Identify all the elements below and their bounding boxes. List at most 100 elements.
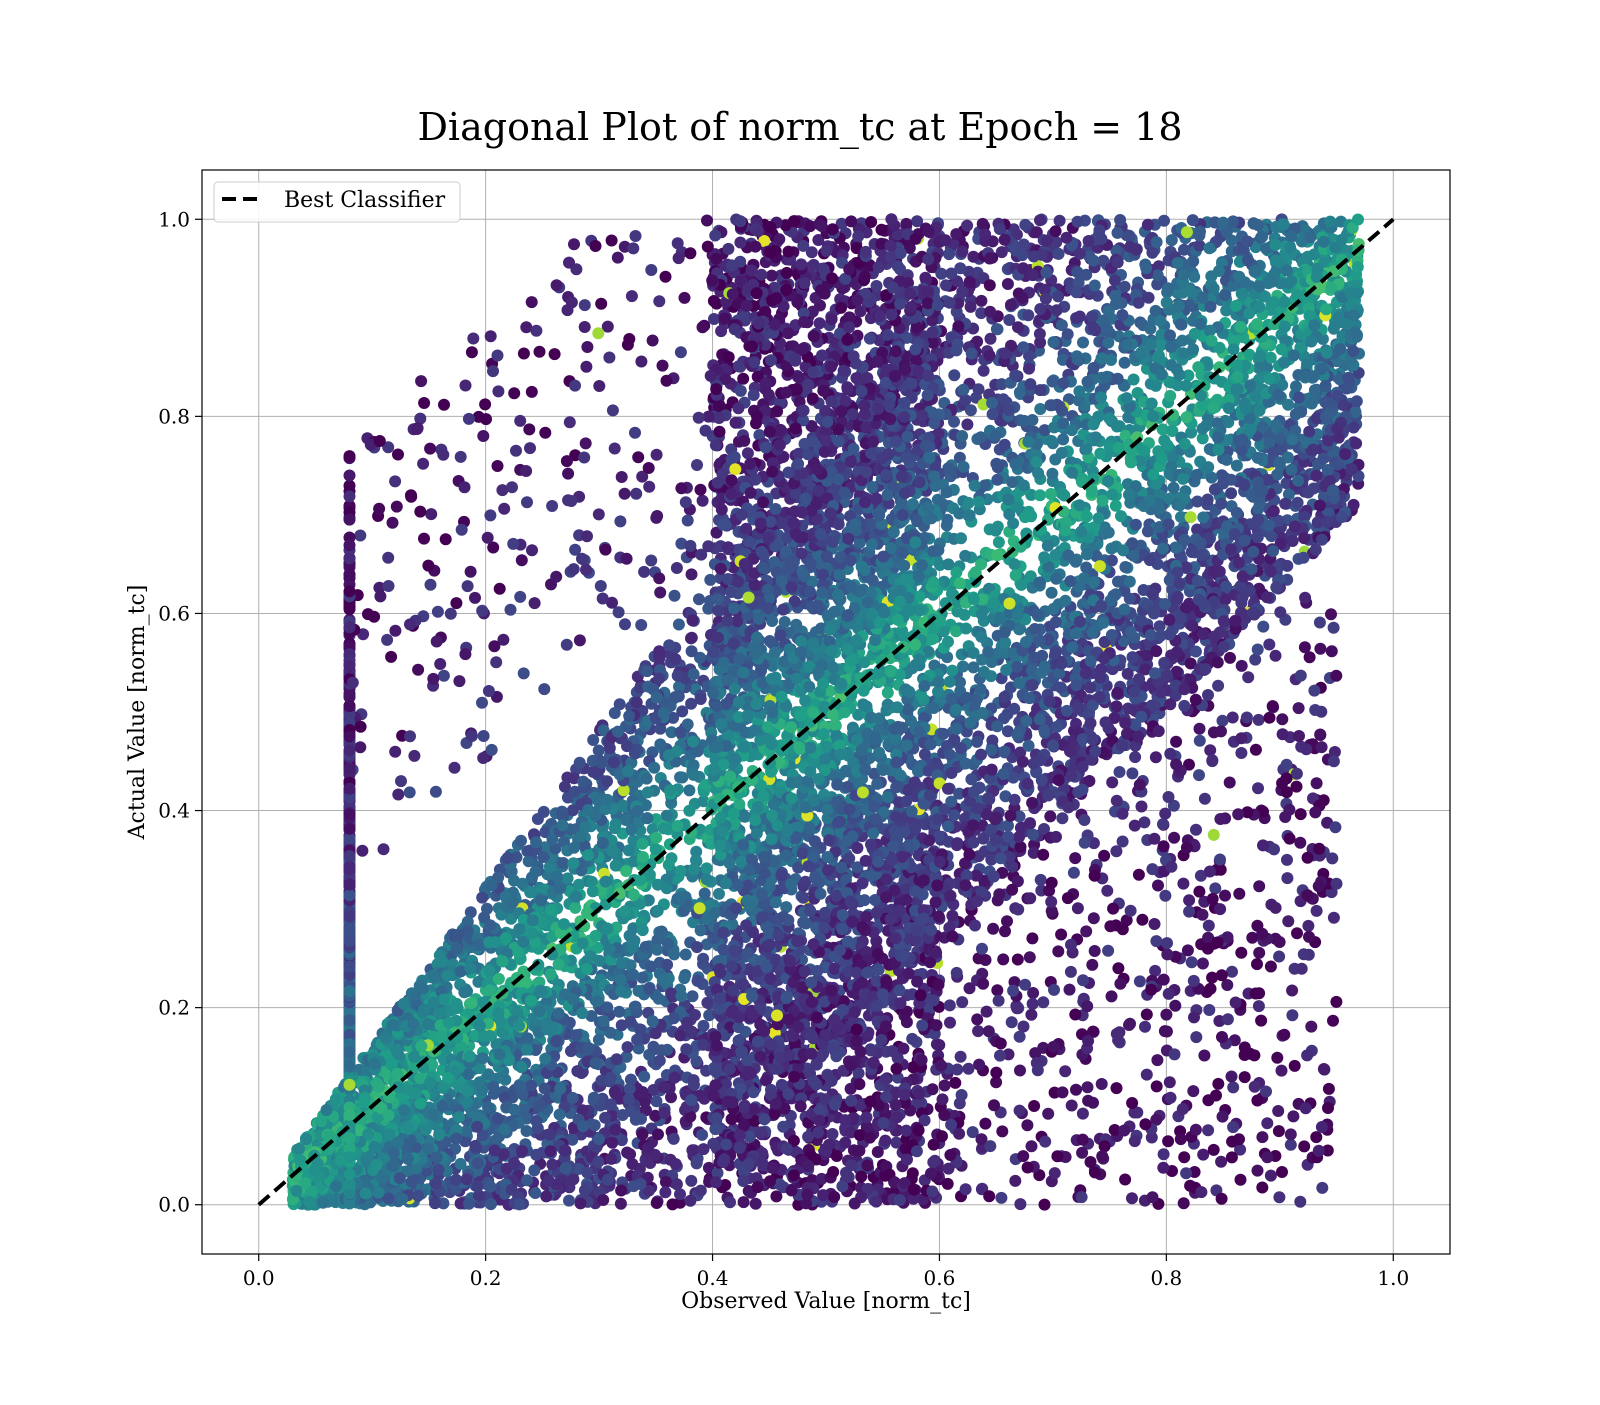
- data-point: [665, 987, 677, 999]
- data-point: [964, 509, 976, 521]
- data-point: [1057, 433, 1069, 445]
- data-point: [961, 419, 973, 431]
- data-point: [957, 661, 969, 673]
- data-point: [984, 279, 996, 291]
- data-point: [1002, 820, 1014, 832]
- data-point: [659, 1186, 671, 1198]
- data-point: [1115, 510, 1127, 522]
- data-point: [1110, 500, 1122, 512]
- data-point: [1268, 296, 1280, 308]
- data-point: [557, 857, 569, 869]
- data-point: [1348, 422, 1360, 434]
- data-point: [1219, 289, 1231, 301]
- data-point: [975, 295, 987, 307]
- data-point: [1080, 562, 1092, 574]
- data-point: [615, 1185, 627, 1197]
- data-point: [654, 738, 666, 750]
- data-point: [1233, 557, 1245, 569]
- data-point: [691, 941, 703, 953]
- data-point: [1287, 535, 1299, 547]
- data-point: [663, 859, 675, 871]
- data-point: [1164, 329, 1176, 341]
- data-point: [545, 904, 557, 916]
- data-point: [1142, 525, 1154, 537]
- data-point: [1279, 296, 1291, 308]
- data-point: [696, 1129, 708, 1141]
- data-point: [652, 1128, 664, 1140]
- data-point: [1047, 376, 1059, 388]
- data-point: [1054, 215, 1066, 227]
- data-point: [623, 844, 635, 856]
- chart-title: Diagonal Plot of norm_tc at Epoch = 18: [417, 105, 1182, 150]
- data-point: [652, 905, 664, 917]
- data-point: [1088, 255, 1100, 267]
- data-point: [1225, 487, 1237, 499]
- data-point: [1012, 321, 1024, 333]
- data-point: [458, 986, 470, 998]
- data-point: [1350, 438, 1362, 450]
- data-point: [676, 705, 688, 717]
- data-point: [653, 673, 665, 685]
- data-point: [650, 1095, 662, 1107]
- data-point: [1119, 561, 1131, 573]
- data-point: [1298, 552, 1310, 564]
- data-point: [660, 1176, 672, 1188]
- data-point: [977, 218, 989, 230]
- data-point: [588, 1092, 600, 1104]
- data-point: [516, 1061, 528, 1073]
- data-point: [613, 1006, 625, 1018]
- data-point: [637, 1128, 649, 1140]
- data-point: [1074, 311, 1086, 323]
- data-point: [1166, 234, 1178, 246]
- data-point: [713, 888, 725, 900]
- data-point: [1155, 339, 1167, 351]
- data-point: [1158, 215, 1170, 227]
- data-point: [668, 1133, 680, 1145]
- data-point: [1042, 540, 1054, 552]
- data-point: [965, 404, 977, 416]
- scatter-points: [287, 213, 1365, 1210]
- data-point: [1150, 380, 1162, 392]
- data-point: [422, 1018, 434, 1030]
- data-point: [1202, 494, 1214, 506]
- data-point: [1119, 357, 1131, 369]
- data-point: [955, 532, 967, 544]
- data-point: [984, 350, 996, 362]
- data-point: [1050, 225, 1062, 237]
- data-point: [633, 985, 645, 997]
- data-point: [985, 744, 997, 756]
- data-point: [648, 1041, 660, 1053]
- data-point: [1351, 395, 1363, 407]
- data-point: [942, 820, 954, 832]
- data-point: [1018, 480, 1030, 492]
- data-point: [499, 1123, 511, 1135]
- data-point: [609, 1124, 621, 1136]
- data-point: [673, 619, 685, 631]
- data-point: [959, 394, 971, 406]
- data-point: [1034, 403, 1046, 415]
- data-point: [674, 1029, 686, 1041]
- data-point: [485, 1198, 497, 1210]
- data-point: [1231, 460, 1243, 472]
- data-point: [622, 1041, 634, 1053]
- data-point: [1034, 328, 1046, 340]
- data-point: [882, 687, 894, 699]
- data-point: [663, 639, 675, 651]
- data-point: [1086, 486, 1098, 498]
- data-point: [1291, 289, 1303, 301]
- data-point: [669, 653, 681, 665]
- data-point: [1135, 615, 1147, 627]
- data-point: [978, 365, 990, 377]
- data-point: [429, 1197, 441, 1209]
- data-point: [973, 383, 985, 395]
- data-point: [661, 810, 673, 822]
- data-point: [641, 665, 653, 677]
- data-point: [1247, 546, 1259, 558]
- data-point: [658, 1081, 670, 1093]
- data-point: [676, 772, 688, 784]
- data-point: [587, 734, 599, 746]
- data-point: [524, 886, 536, 898]
- data-point: [1301, 358, 1313, 370]
